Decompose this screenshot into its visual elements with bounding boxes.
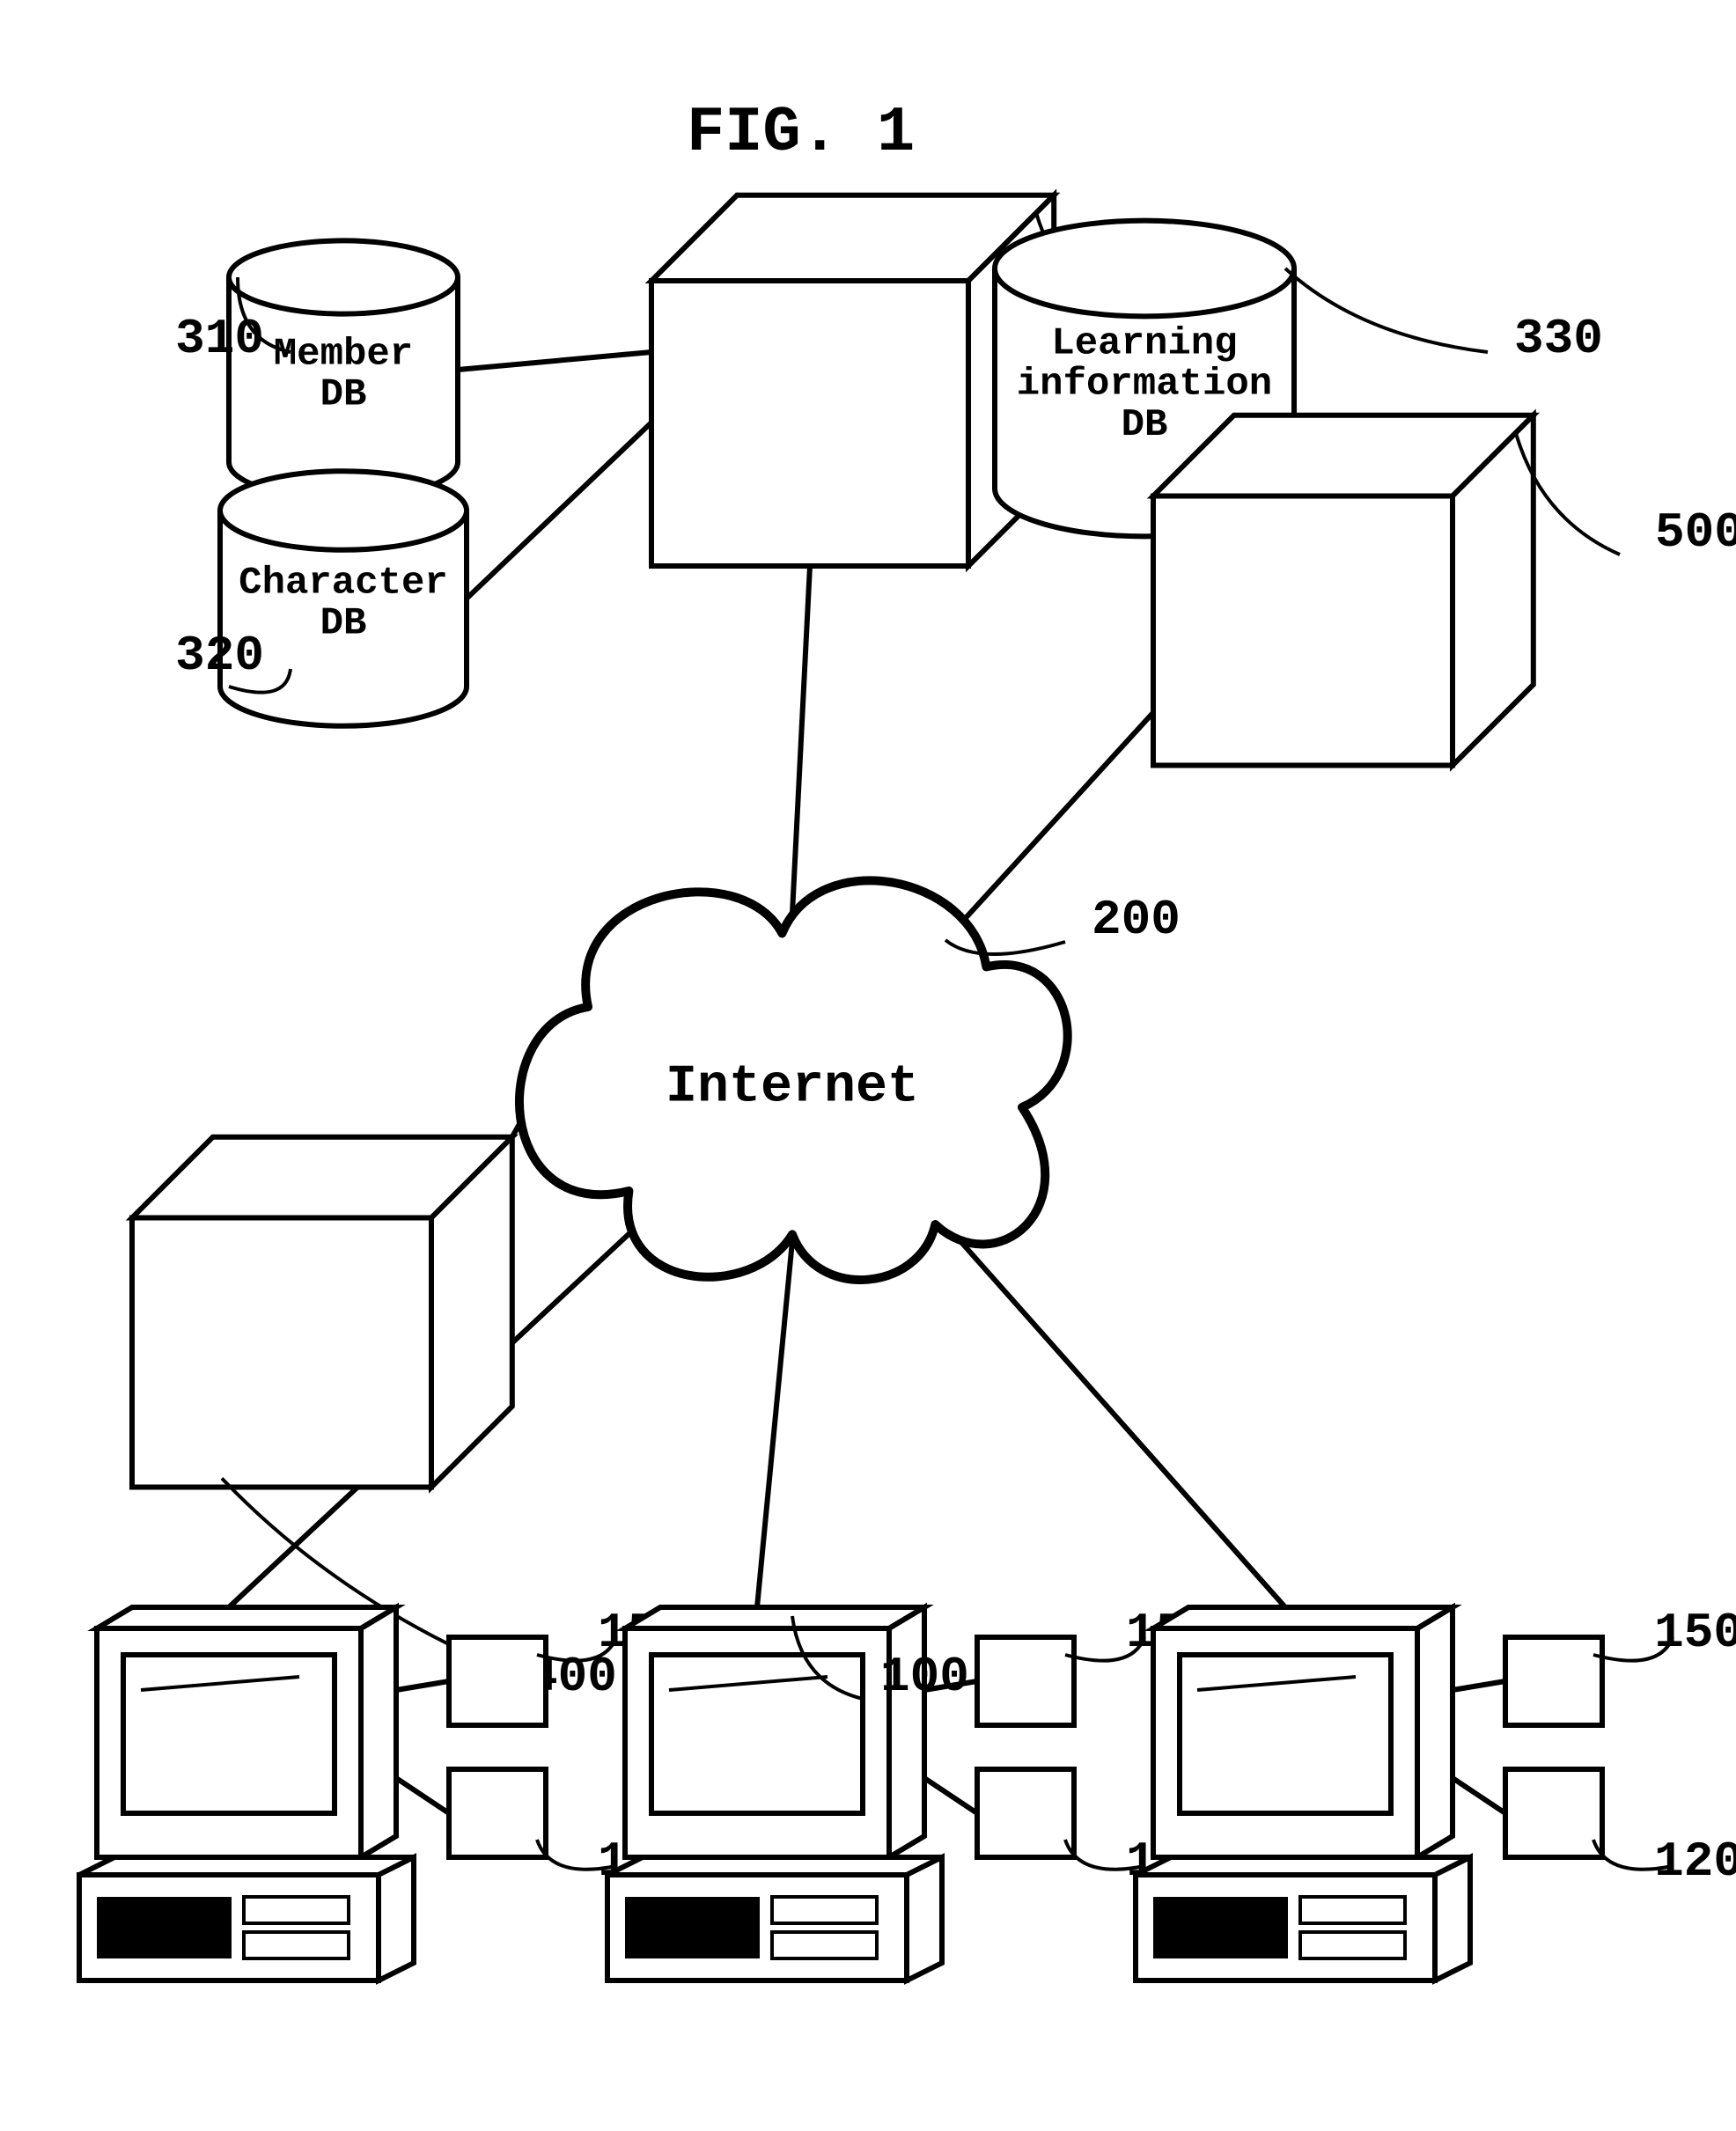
svg-text:Internet: Internet bbox=[666, 1057, 919, 1117]
figure-title: FIG. 1 bbox=[687, 97, 915, 169]
svg-text:120: 120 bbox=[1654, 1833, 1736, 1890]
ref-100: 100 bbox=[880, 1649, 969, 1705]
ref-500: 500 bbox=[1655, 504, 1736, 561]
ref-310: 310 bbox=[175, 311, 264, 367]
ref-320: 320 bbox=[175, 628, 264, 684]
ref-330: 330 bbox=[1514, 311, 1603, 367]
svg-text:150: 150 bbox=[1654, 1605, 1736, 1661]
network-diagram: FIG. 1300MemberDB310CharacterDB320Learni… bbox=[0, 0, 1736, 2131]
ref-200: 200 bbox=[1092, 892, 1181, 948]
